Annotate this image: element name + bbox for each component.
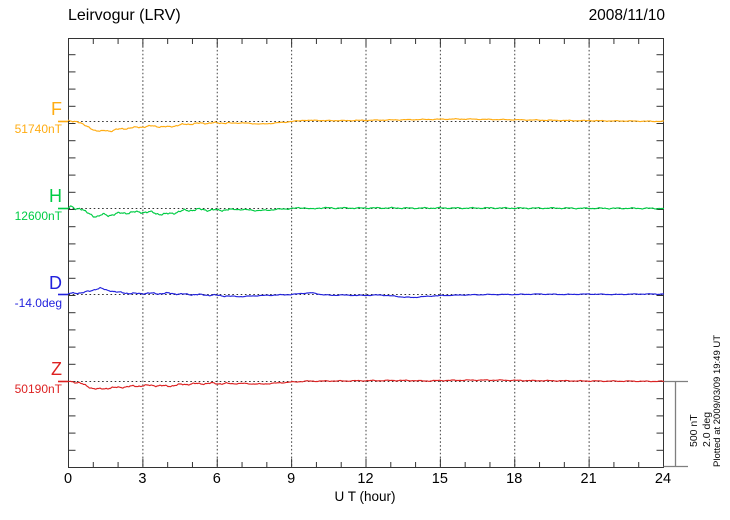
x-tick-label: 9 — [287, 471, 296, 487]
plotted-at-note: Plotted at 2009/03/09 19:49 UT — [712, 334, 723, 467]
plot-date: 2008/11/10 — [588, 7, 665, 24]
component-baseline-D: -14.0deg — [14, 296, 62, 310]
x-tick-label: 6 — [212, 471, 221, 487]
x-axis-title: U T (hour) — [334, 489, 396, 504]
component-baseline-Z: 50190nT — [14, 382, 62, 396]
component-baseline-H: 12600nT — [14, 209, 62, 223]
component-letter-Z: Z — [51, 359, 62, 379]
component-label-D: D -14.0deg — [15, 272, 62, 310]
component-label-F: F 51740nT — [15, 98, 62, 136]
component-label-H: H 12600nT — [15, 185, 62, 223]
x-tick-label: 24 — [654, 471, 672, 487]
component-letter-F: F — [51, 99, 62, 119]
component-letter-D: D — [49, 273, 62, 293]
component-label-Z: Z 50190nT — [15, 358, 62, 396]
scalebar-nt-text: 500 nT — [688, 414, 700, 447]
component-baseline-F: 51740nT — [14, 122, 62, 136]
x-tick-label: 18 — [506, 471, 523, 487]
x-tick-label: 3 — [138, 471, 147, 487]
x-tick-label: 12 — [357, 471, 374, 487]
x-axis-tick-labels: 0 3 6 9 12 15 18 21 24 — [0, 471, 730, 489]
station-title: Leirvogur (LRV) — [68, 7, 181, 24]
scalebar-label: 500 nT 2.0 deg — [688, 412, 713, 447]
x-tick-label: 15 — [431, 471, 448, 487]
x-tick-label: 21 — [580, 471, 597, 487]
x-tick-label: 0 — [63, 471, 73, 487]
component-letter-H: H — [49, 186, 62, 206]
